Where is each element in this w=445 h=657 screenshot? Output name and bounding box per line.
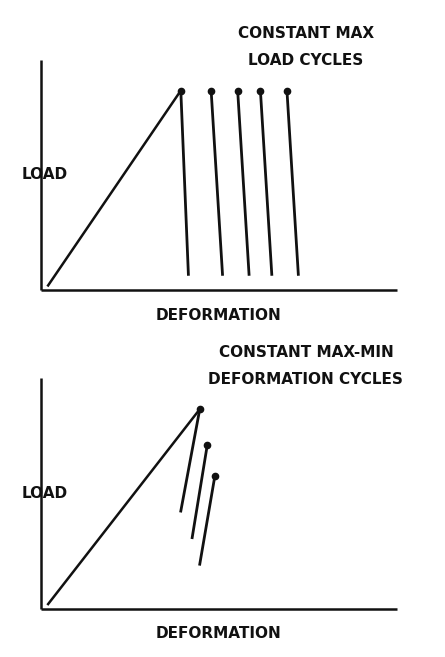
Text: DEFORMATION CYCLES: DEFORMATION CYCLES bbox=[208, 372, 403, 386]
Text: LOAD: LOAD bbox=[22, 168, 68, 182]
Text: DEFORMATION: DEFORMATION bbox=[156, 307, 282, 323]
Text: CONSTANT MAX: CONSTANT MAX bbox=[238, 26, 374, 41]
Text: DEFORMATION: DEFORMATION bbox=[156, 626, 282, 641]
Text: LOAD CYCLES: LOAD CYCLES bbox=[248, 53, 364, 68]
Text: LOAD: LOAD bbox=[22, 486, 68, 501]
Text: CONSTANT MAX-MIN: CONSTANT MAX-MIN bbox=[218, 345, 393, 360]
